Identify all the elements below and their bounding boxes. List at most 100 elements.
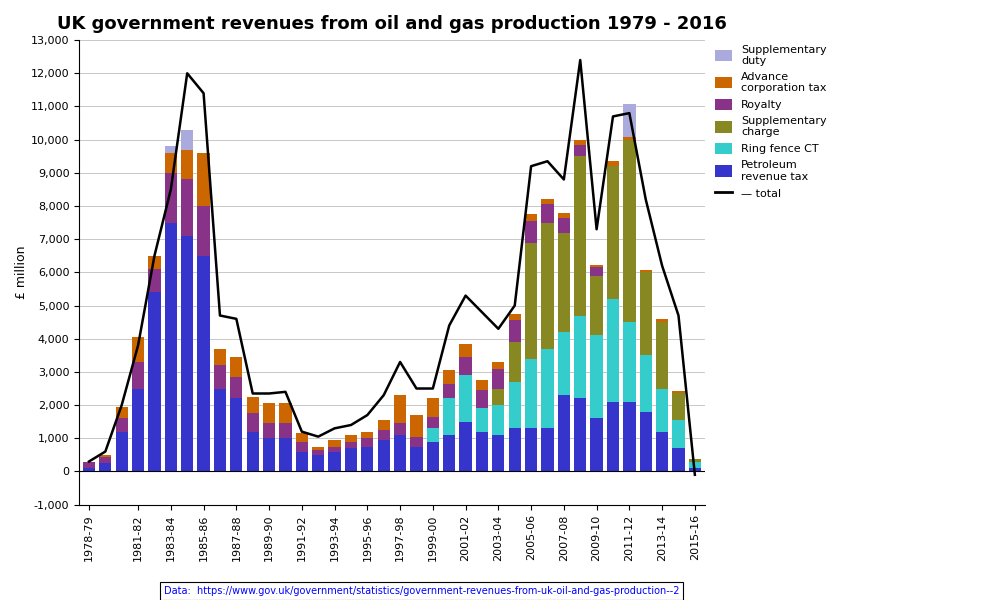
Bar xyxy=(590,418,602,472)
Bar xyxy=(99,455,111,457)
Bar xyxy=(181,149,193,179)
Bar xyxy=(459,357,471,375)
Bar xyxy=(590,265,602,268)
Bar xyxy=(639,272,651,355)
Bar xyxy=(115,418,127,431)
Bar xyxy=(426,398,439,417)
Bar xyxy=(475,431,488,472)
Bar xyxy=(410,415,422,437)
Bar xyxy=(164,223,176,472)
Bar xyxy=(148,292,160,472)
Bar xyxy=(524,221,537,242)
Bar xyxy=(426,428,439,442)
Bar xyxy=(197,206,209,256)
Bar xyxy=(410,446,422,472)
Bar xyxy=(524,214,537,221)
Text: Data:  https://www.gov.uk/government/statistics/government-revenues-from-uk-oil-: Data: https://www.gov.uk/government/stat… xyxy=(163,586,678,596)
Bar xyxy=(246,397,259,413)
Bar xyxy=(590,276,602,335)
Bar xyxy=(99,463,111,472)
Bar xyxy=(410,437,422,446)
Bar xyxy=(524,242,537,359)
Bar xyxy=(377,440,390,472)
Bar xyxy=(426,417,439,428)
Bar xyxy=(132,389,144,472)
Bar xyxy=(671,394,684,420)
Bar xyxy=(655,431,667,472)
Bar xyxy=(181,130,193,149)
Bar xyxy=(606,299,618,402)
Bar xyxy=(213,389,225,472)
Bar xyxy=(197,256,209,472)
Bar xyxy=(361,438,373,446)
Bar xyxy=(164,153,176,173)
Bar xyxy=(328,446,341,452)
Bar xyxy=(557,218,569,233)
Bar xyxy=(573,145,586,156)
Bar xyxy=(230,377,242,398)
Bar xyxy=(557,332,569,395)
Bar xyxy=(263,438,275,472)
Bar xyxy=(426,442,439,472)
Bar xyxy=(606,161,618,166)
Bar xyxy=(688,468,700,472)
Bar xyxy=(606,402,618,472)
Bar xyxy=(394,435,406,472)
Bar xyxy=(492,435,504,472)
Bar xyxy=(99,457,111,463)
Bar xyxy=(328,452,341,472)
Bar xyxy=(83,461,95,468)
Bar xyxy=(557,233,569,332)
Bar xyxy=(181,236,193,472)
Bar xyxy=(557,395,569,472)
Bar xyxy=(312,455,324,472)
Bar xyxy=(655,389,667,431)
Bar xyxy=(279,438,292,472)
Bar xyxy=(508,320,520,342)
Bar xyxy=(606,166,618,299)
Bar xyxy=(688,461,700,468)
Bar xyxy=(573,398,586,472)
Bar xyxy=(508,314,520,320)
Bar xyxy=(688,459,700,461)
Bar xyxy=(557,212,569,218)
Bar xyxy=(345,448,357,472)
Bar xyxy=(508,342,520,382)
Bar xyxy=(475,380,488,390)
Bar xyxy=(213,365,225,389)
Bar xyxy=(590,268,602,276)
Bar xyxy=(394,395,406,424)
Bar xyxy=(83,468,95,472)
Y-axis label: £ million: £ million xyxy=(15,245,28,299)
Bar xyxy=(622,104,635,137)
Bar xyxy=(148,256,160,269)
Bar xyxy=(671,420,684,448)
Bar xyxy=(263,403,275,424)
Bar xyxy=(132,337,144,362)
Bar xyxy=(655,319,667,322)
Bar xyxy=(524,428,537,472)
Bar xyxy=(328,440,341,446)
Bar xyxy=(475,390,488,409)
Bar xyxy=(639,355,651,412)
Bar xyxy=(541,205,553,223)
Bar xyxy=(246,413,259,431)
Bar xyxy=(541,199,553,205)
Bar xyxy=(459,375,471,422)
Bar xyxy=(115,407,127,418)
Bar xyxy=(181,179,193,236)
Bar xyxy=(655,322,667,389)
Bar xyxy=(590,335,602,418)
Bar xyxy=(541,349,553,428)
Bar xyxy=(213,349,225,365)
Bar xyxy=(115,431,127,472)
Bar xyxy=(524,359,537,428)
Bar xyxy=(443,398,455,435)
Bar xyxy=(622,137,635,140)
Bar xyxy=(164,146,176,153)
Bar xyxy=(361,446,373,472)
Bar xyxy=(639,270,651,272)
Bar xyxy=(148,269,160,292)
Bar xyxy=(164,173,176,223)
Bar xyxy=(508,382,520,428)
